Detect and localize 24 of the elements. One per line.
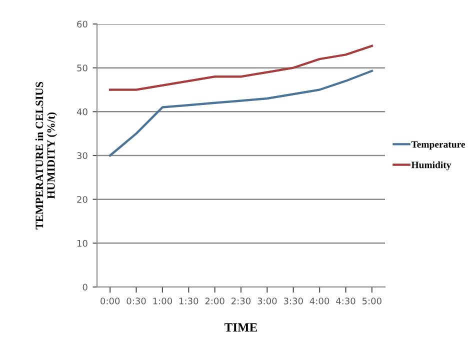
x-tick-label: 3:30 — [284, 298, 303, 304]
line-series — [108, 44, 374, 91]
legend-label: Humidity — [411, 161, 452, 170]
line-series — [108, 70, 374, 157]
x-tick-label: 3:00 — [258, 298, 277, 304]
y-tick-label: 30 — [77, 152, 88, 160]
x-tick-label: 4:30 — [336, 298, 356, 304]
x-tick-label: 1:00 — [153, 298, 172, 304]
x-tick-label: 2:30 — [232, 298, 251, 304]
y-tick-label: 10 — [77, 240, 88, 247]
x-tick-label: 5:00 — [362, 298, 382, 304]
y-tick-label: 0 — [82, 284, 88, 291]
y-tick-label: 40 — [76, 108, 88, 116]
legend-label: Temperature — [411, 141, 466, 150]
x-tick-label: 2:00 — [205, 298, 224, 304]
x-tick-label: 4:00 — [310, 298, 330, 304]
y-axis-title: TEMPERATURE in CELSIUS HUMIDITY (%/t) — [35, 82, 58, 230]
x-axis-title: TIME — [224, 323, 258, 332]
y-tick-label: 20 — [77, 196, 88, 203]
x-tick-label: 1:30 — [179, 298, 198, 304]
y-tick-label: 60 — [77, 20, 88, 28]
x-tick-label: 0:30 — [126, 298, 146, 304]
x-tick-label: 0:00 — [100, 298, 120, 304]
y-tick-label: 50 — [77, 64, 88, 72]
